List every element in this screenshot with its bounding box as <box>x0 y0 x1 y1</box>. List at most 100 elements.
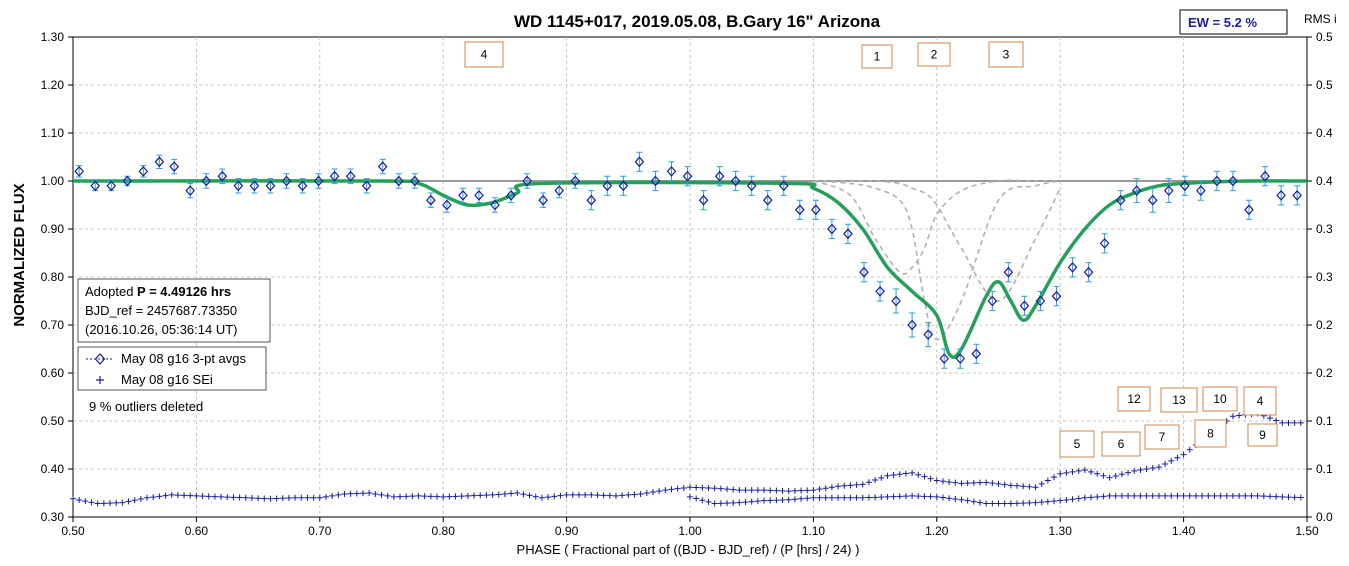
x-tick-label: 1.20 <box>925 524 949 538</box>
error-bar <box>860 262 867 283</box>
data-point <box>377 161 388 173</box>
y-tick-label: 1.00 <box>41 174 65 188</box>
label-box <box>861 44 893 69</box>
rms-point <box>804 487 811 494</box>
error-bar <box>828 218 835 240</box>
error-bar <box>764 190 771 211</box>
rms-point <box>1032 484 1039 491</box>
error-bar <box>877 281 884 302</box>
rms-point <box>427 493 434 500</box>
data-point <box>634 156 645 168</box>
rms-point <box>471 492 478 499</box>
rms-point <box>841 482 848 489</box>
x-tick-label: 1.30 <box>1049 524 1073 538</box>
error-bar <box>620 175 627 196</box>
y2-tick-label: 0.3 <box>1316 270 1333 284</box>
rms-point <box>279 495 286 502</box>
data-point <box>859 266 869 278</box>
x-tick-label: 0.80 <box>432 524 456 538</box>
component-dip-curve <box>813 179 1061 275</box>
rms-point <box>1001 500 1008 507</box>
rms-point <box>1174 492 1181 499</box>
label-box-text: 12 <box>1127 392 1141 406</box>
rms-point <box>82 498 89 505</box>
rms-point <box>976 479 983 486</box>
rms-point <box>1088 494 1095 501</box>
label-box <box>917 42 951 67</box>
y2-tick-label: 0.5 <box>1316 30 1333 44</box>
y-tick-label: 1.10 <box>41 126 65 140</box>
rms-point <box>952 496 959 502</box>
rms-point <box>841 494 848 501</box>
rms-point <box>767 487 774 494</box>
label-box <box>1160 387 1198 413</box>
rms-point <box>1081 466 1088 473</box>
rms-point <box>1069 468 1076 475</box>
x-tick-label: 0.70 <box>308 524 332 538</box>
rms-point <box>816 494 823 501</box>
rms-point <box>828 484 835 491</box>
error-bar <box>636 151 643 172</box>
rms-point <box>1291 494 1298 501</box>
error-bar <box>1037 290 1044 312</box>
rms-point <box>995 480 1002 487</box>
rms-point <box>1297 494 1304 501</box>
rms-point <box>1112 492 1119 499</box>
rms-point <box>397 493 404 500</box>
label-box-text: 9 <box>1259 428 1266 442</box>
rms-point <box>1100 472 1107 479</box>
data-point <box>281 175 292 187</box>
rms-point <box>884 472 891 479</box>
data-point <box>1003 266 1014 278</box>
chart-title: WD 1145+017, 2019.05.08, B.Gary 16" Ariz… <box>514 12 881 31</box>
model-fit-curve <box>72 179 1308 360</box>
error-bar <box>1197 180 1204 201</box>
rms-point <box>1223 492 1230 499</box>
rms-point <box>335 491 342 498</box>
x-tick-label: 0.60 <box>185 524 209 538</box>
data-point <box>1244 204 1254 216</box>
rms-point <box>674 485 681 492</box>
rms-point <box>304 494 311 501</box>
rms-point <box>964 480 971 487</box>
rms-point <box>649 489 656 496</box>
rms-point <box>909 469 916 476</box>
rms-point <box>1051 498 1058 505</box>
rms-point <box>1032 499 1039 506</box>
label-box-text: 8 <box>1207 427 1214 441</box>
rms-point <box>631 491 638 498</box>
rms-point <box>582 491 589 498</box>
rms-point <box>939 494 946 501</box>
rms-point <box>1205 492 1212 499</box>
rms-point <box>730 499 737 506</box>
rms-point <box>446 493 453 500</box>
rms-point <box>100 500 107 507</box>
error-bar <box>1246 199 1252 220</box>
data-point <box>907 319 917 331</box>
error-bar <box>716 166 723 187</box>
rms-point <box>711 485 718 492</box>
label-box-text: 4 <box>1257 394 1264 408</box>
rms-point <box>600 492 607 499</box>
y-tick-label: 1.20 <box>41 78 65 92</box>
rms-point <box>1149 465 1156 472</box>
rms-point <box>662 487 669 494</box>
model-curves <box>72 179 1308 360</box>
rms-point <box>1014 482 1021 489</box>
rms-point <box>70 495 76 502</box>
error-bar <box>700 190 707 211</box>
x-tick-label: 1.40 <box>1172 524 1196 538</box>
data-points <box>74 151 1302 369</box>
data-point <box>122 175 133 187</box>
rms-point <box>298 494 305 501</box>
data-point <box>1067 261 1078 273</box>
rms-point <box>1137 492 1144 499</box>
rms-point <box>1026 483 1033 490</box>
data-point <box>249 180 260 192</box>
rms-point <box>501 490 508 497</box>
rms-point <box>933 493 940 500</box>
date-line: (2016.10.26, 05:36:14 UT) <box>85 322 238 337</box>
rms-point <box>730 486 737 493</box>
rms-point <box>1143 492 1150 499</box>
rms-point <box>1242 492 1249 499</box>
